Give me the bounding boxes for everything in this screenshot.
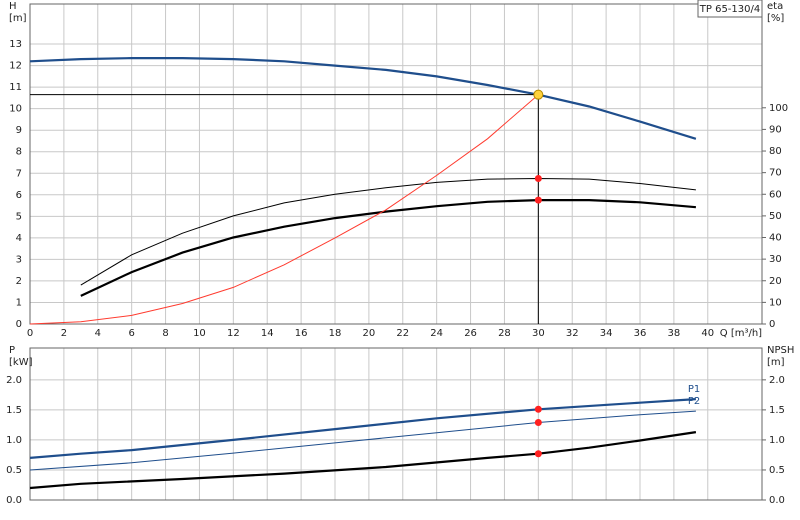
x-tick-label: 20 bbox=[363, 328, 376, 339]
y2-tick-label: 30 bbox=[769, 254, 782, 265]
y2-tick-label: 10 bbox=[769, 297, 782, 308]
x-tick-label: 38 bbox=[668, 328, 681, 339]
operating-point bbox=[534, 405, 542, 413]
y-tick-label: 2 bbox=[16, 276, 22, 287]
y2-axis-unit: [m] bbox=[767, 357, 785, 368]
y2-tick-label: 100 bbox=[769, 103, 788, 114]
y2-axis-label: NPSH bbox=[767, 345, 794, 356]
y-tick-label: 11 bbox=[9, 82, 22, 93]
x-tick-label: 30 bbox=[532, 328, 545, 339]
y2-tick-label: 20 bbox=[769, 276, 782, 287]
series-line bbox=[29, 398, 696, 459]
title-box bbox=[697, 0, 763, 18]
y2-axis-unit: [%] bbox=[767, 13, 784, 24]
y2-tick-label: 90 bbox=[769, 124, 782, 135]
series-line bbox=[80, 199, 696, 297]
y-axis-unit: [m] bbox=[9, 13, 27, 24]
y-axis-unit: [kW] bbox=[9, 357, 33, 368]
x-tick-label: 32 bbox=[566, 328, 579, 339]
operating-point bbox=[534, 450, 542, 458]
y2-tick-label: 70 bbox=[769, 168, 782, 179]
y-tick-label: 2.0 bbox=[6, 375, 22, 386]
x-tick-label: 26 bbox=[464, 328, 477, 339]
y2-tick-label: 1.0 bbox=[769, 435, 785, 446]
x-tick-label: 16 bbox=[295, 328, 308, 339]
plot-frame bbox=[29, 3, 763, 325]
y-tick-label: 3 bbox=[16, 254, 22, 265]
chart-title: TP 65-130/4 bbox=[699, 4, 760, 15]
x-tick-label: 8 bbox=[162, 328, 168, 339]
x-tick-label: 10 bbox=[193, 328, 206, 339]
y2-tick-label: 50 bbox=[769, 211, 782, 222]
operating-point bbox=[534, 174, 542, 182]
x-axis-label: Q [m³/h] bbox=[720, 328, 762, 339]
series-label: P1 bbox=[688, 384, 700, 395]
x-tick-label: 6 bbox=[128, 328, 134, 339]
y2-tick-label: 40 bbox=[769, 233, 782, 244]
y-tick-label: 0.5 bbox=[6, 465, 22, 476]
y2-tick-label: 60 bbox=[769, 189, 782, 200]
y2-tick-label: 0 bbox=[769, 319, 775, 330]
y-tick-label: 8 bbox=[16, 147, 22, 158]
y-tick-label: 12 bbox=[9, 61, 22, 72]
operating-point bbox=[533, 89, 544, 100]
y2-axis-label: eta bbox=[767, 1, 783, 12]
x-tick-label: 22 bbox=[396, 328, 409, 339]
y-tick-label: 1.0 bbox=[6, 435, 22, 446]
y2-tick-label: 80 bbox=[769, 146, 782, 157]
series-line bbox=[29, 57, 697, 140]
y-tick-label: 6 bbox=[16, 190, 22, 201]
x-tick-label: 14 bbox=[261, 328, 274, 339]
x-tick-label: 36 bbox=[634, 328, 647, 339]
y-axis-label: H bbox=[9, 1, 17, 12]
y-tick-label: 1 bbox=[16, 297, 22, 308]
y-tick-label: 9 bbox=[16, 125, 22, 136]
x-tick-label: 2 bbox=[61, 328, 67, 339]
x-tick-label: 34 bbox=[600, 328, 613, 339]
series-line bbox=[80, 177, 696, 286]
series-line bbox=[29, 431, 697, 490]
x-tick-label: 40 bbox=[701, 328, 714, 339]
operating-point bbox=[534, 196, 542, 204]
x-tick-label: 24 bbox=[430, 328, 443, 339]
y-tick-label: 0 bbox=[16, 319, 22, 330]
series-line bbox=[29, 94, 539, 325]
y-tick-label: 7 bbox=[16, 168, 22, 179]
y2-tick-label: 2.0 bbox=[769, 375, 785, 386]
y-tick-label: 13 bbox=[9, 39, 22, 50]
y-tick-label: 4 bbox=[16, 233, 22, 244]
x-tick-label: 12 bbox=[227, 328, 240, 339]
y-tick-label: 5 bbox=[16, 211, 22, 222]
series-line bbox=[29, 410, 696, 471]
y-tick-label: 10 bbox=[9, 104, 22, 115]
x-tick-label: 0 bbox=[27, 328, 33, 339]
y2-tick-label: 1.5 bbox=[769, 405, 785, 416]
y-tick-label: 0.0 bbox=[6, 495, 22, 506]
operating-point bbox=[534, 418, 542, 426]
y2-tick-label: 0.5 bbox=[769, 465, 785, 476]
y-tick-label: 1.5 bbox=[6, 405, 22, 416]
y2-tick-label: 0.0 bbox=[769, 495, 785, 506]
x-tick-label: 28 bbox=[498, 328, 511, 339]
x-tick-label: 18 bbox=[329, 328, 342, 339]
plot-frame bbox=[29, 347, 763, 501]
series-label: P2 bbox=[688, 396, 700, 407]
x-tick-label: 4 bbox=[95, 328, 101, 339]
y-axis-label: P bbox=[9, 345, 15, 356]
